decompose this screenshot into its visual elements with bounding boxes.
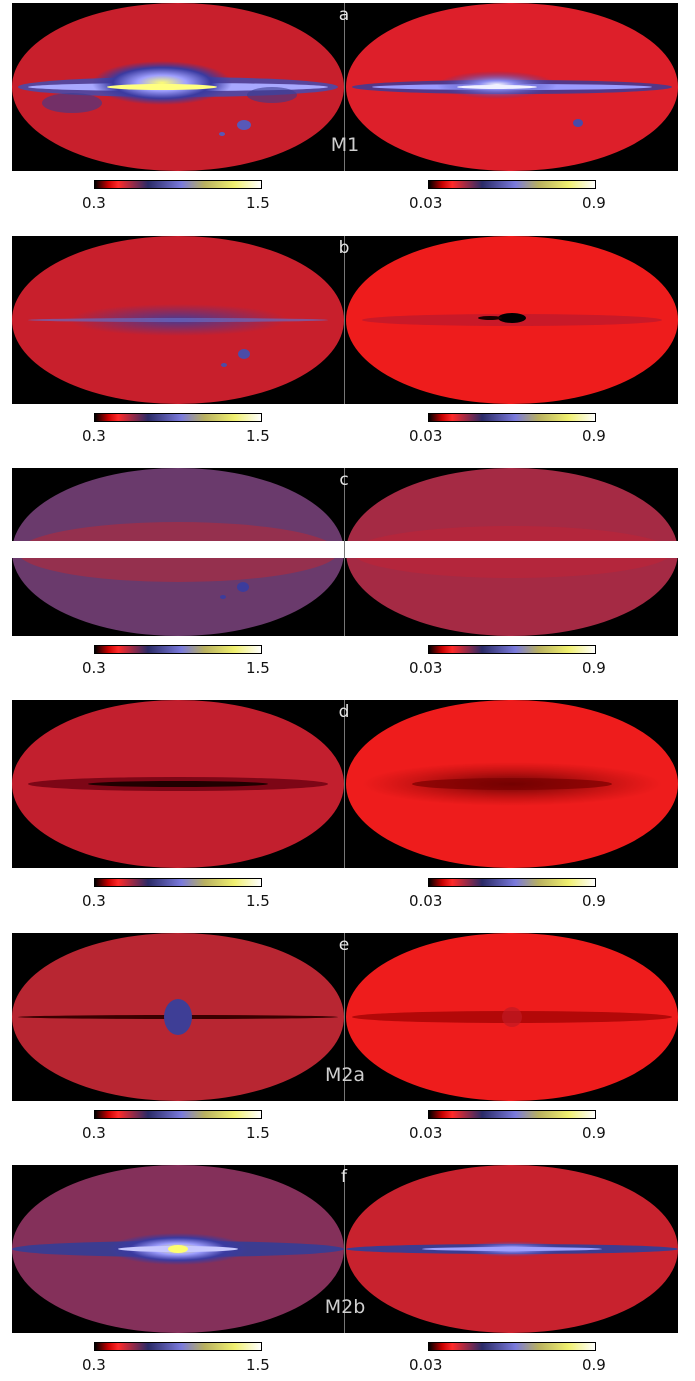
panel-letter: c [339, 470, 349, 490]
colorbar-right-min: 0.03 [409, 892, 443, 910]
panel-divider [344, 3, 345, 171]
panel-e: e M2a [12, 933, 678, 1101]
colorbar-right-min: 0.03 [409, 194, 443, 212]
panel-divider [344, 933, 345, 1101]
panel-divider [344, 700, 345, 868]
panel-a: a M1 [12, 3, 678, 171]
panel-letter: a [338, 5, 350, 25]
colorbar-left-max: 1.5 [246, 659, 270, 677]
colorbar-left-max: 1.5 [246, 1356, 270, 1374]
colorbar-left [94, 180, 262, 189]
panel-c: c [12, 468, 678, 636]
colorbar-left-max: 1.5 [246, 892, 270, 910]
panel-letter: b [338, 238, 350, 258]
panel-b: b [12, 236, 678, 404]
colorbar-right-max: 0.9 [582, 659, 606, 677]
colorbar-right-max: 0.9 [582, 194, 606, 212]
colorbar-right-min: 0.03 [409, 427, 443, 445]
colorbar-left-max: 1.5 [246, 427, 270, 445]
colorbar-left-min: 0.3 [82, 1356, 106, 1374]
colorbar-left [94, 413, 262, 422]
colorbar-right-max: 0.9 [582, 1356, 606, 1374]
colorbar-right-min: 0.03 [409, 659, 443, 677]
model-label: M2a [324, 1064, 366, 1086]
panel-divider [344, 468, 345, 636]
colorbar-left [94, 1110, 262, 1119]
panel-divider [344, 1165, 345, 1333]
colorbar-right-min: 0.03 [409, 1124, 443, 1142]
colorbar-right [428, 1110, 596, 1119]
colorbar-right [428, 645, 596, 654]
colorbar-left-min: 0.3 [82, 1124, 106, 1142]
colorbar-right-max: 0.9 [582, 427, 606, 445]
colorbar-right [428, 413, 596, 422]
panel-f: f M2b [12, 1165, 678, 1333]
colorbar-left [94, 878, 262, 887]
colorbar-left-max: 1.5 [246, 194, 270, 212]
panel-letter: f [341, 1167, 347, 1187]
panel-letter: d [338, 702, 350, 722]
colorbar-left-min: 0.3 [82, 659, 106, 677]
colorbar-right-max: 0.9 [582, 892, 606, 910]
panel-letter: e [338, 935, 350, 955]
colorbar-left-min: 0.3 [82, 427, 106, 445]
colorbar-right [428, 1342, 596, 1351]
model-label: M1 [330, 134, 360, 156]
colorbar-right [428, 878, 596, 887]
colorbar-left [94, 1342, 262, 1351]
colorbar-left-min: 0.3 [82, 194, 106, 212]
panel-d: d [12, 700, 678, 868]
panel-divider [344, 236, 345, 404]
colorbar-right [428, 180, 596, 189]
colorbar-left-min: 0.3 [82, 892, 106, 910]
colorbar-right-max: 0.9 [582, 1124, 606, 1142]
colorbar-left [94, 645, 262, 654]
colorbar-right-min: 0.03 [409, 1356, 443, 1374]
model-label: M2b [324, 1296, 366, 1318]
colorbar-left-max: 1.5 [246, 1124, 270, 1142]
